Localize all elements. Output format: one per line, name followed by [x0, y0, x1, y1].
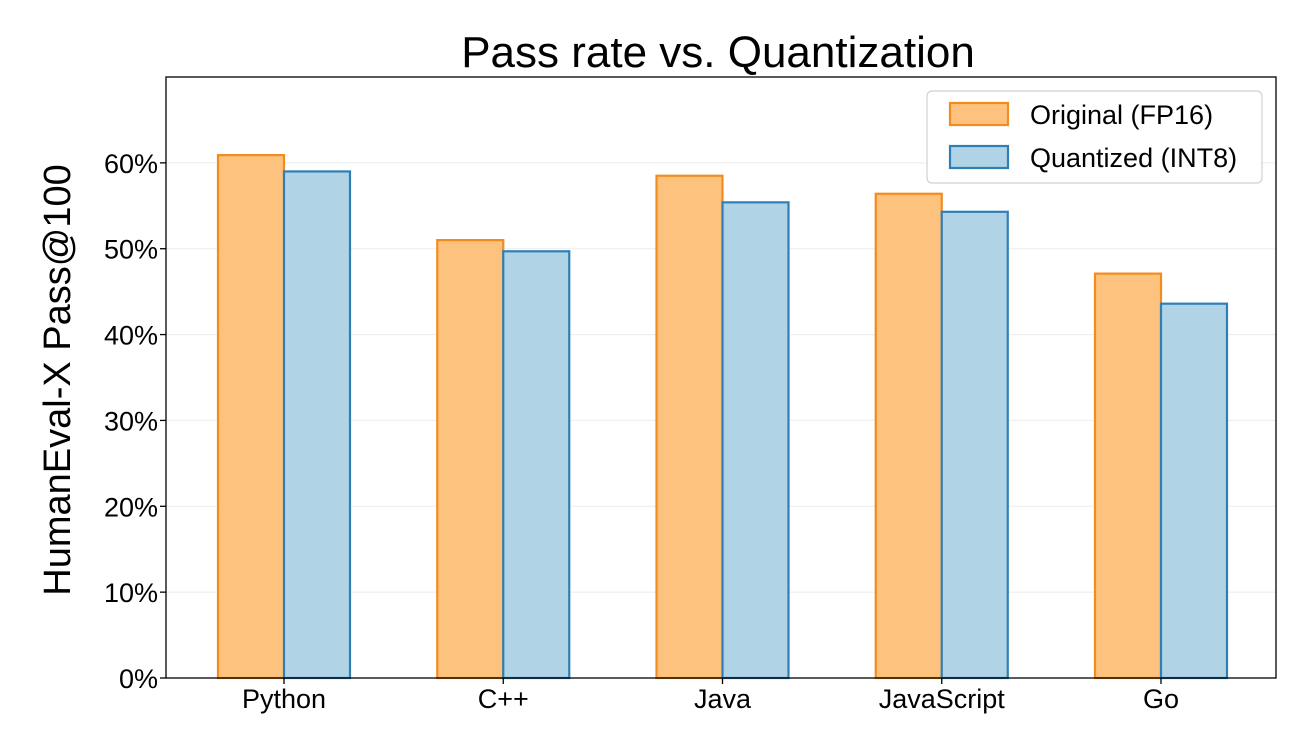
legend-swatch-quantized	[948, 144, 1010, 170]
legend-swatch-original	[948, 101, 1010, 127]
y-tick-label: 0%	[119, 664, 158, 694]
bar-original-javascript	[874, 192, 943, 680]
bar-original-python	[216, 154, 286, 680]
legend-box	[926, 90, 1263, 184]
x-tick-label: C++	[478, 684, 529, 714]
x-tick-label: JavaScript	[879, 684, 1006, 714]
bars	[216, 154, 1229, 680]
legend-label-original: Original (FP16)	[1030, 100, 1213, 130]
bar-quantized-go	[1159, 302, 1229, 680]
x-axis-ticks: Python C++ Java JavaScript Go	[242, 678, 1179, 714]
y-axis-label: HumanEval-X Pass@100	[37, 164, 79, 595]
bar-original-java	[655, 174, 724, 680]
y-axis-ticks: 0% 10% 20% 30% 40% 50% 60%	[104, 149, 166, 694]
bar-quantized-python	[282, 170, 352, 680]
legend-label-quantized: Quantized (INT8)	[1030, 143, 1237, 173]
chart-title: Pass rate vs. Quantization	[461, 28, 975, 77]
y-tick-label: 60%	[104, 149, 158, 179]
bar-quantized-c	[502, 250, 571, 680]
bar-original-c	[436, 239, 505, 680]
legend: Original (FP16) Quantized (INT8)	[926, 90, 1263, 184]
bar-quantized-java	[721, 201, 790, 680]
y-tick-label: 30%	[104, 406, 158, 436]
y-tick-label: 40%	[104, 321, 158, 351]
plot-frame	[165, 76, 1277, 679]
bar-original-go	[1093, 272, 1163, 680]
x-tick-label: Go	[1143, 684, 1179, 714]
bar-quantized-javascript	[940, 210, 1009, 680]
x-tick-label: Java	[694, 684, 752, 714]
x-tick-label: Python	[242, 684, 326, 714]
y-tick-label: 50%	[104, 235, 158, 265]
y-tick-label: 20%	[104, 492, 158, 522]
y-tick-label: 10%	[104, 578, 158, 608]
